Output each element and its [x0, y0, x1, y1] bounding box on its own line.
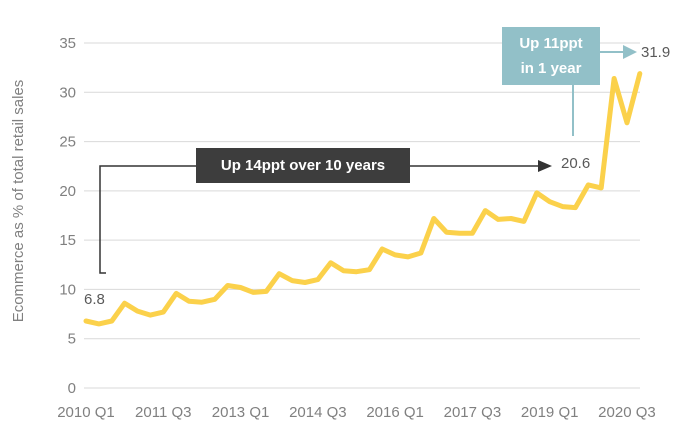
x-tick-label: 2013 Q1 [212, 404, 270, 421]
x-tick-label: 2019 Q1 [521, 404, 579, 421]
x-tick-label: 2011 Q3 [135, 404, 191, 421]
y-tick-label: 0 [68, 380, 76, 397]
mid-value-label: 20.6 [561, 155, 591, 172]
y-tick-label: 35 [59, 35, 76, 52]
x-tick-label: 2014 Q3 [289, 404, 347, 421]
y-tick-label: 15 [59, 232, 76, 249]
one-year-arrowhead-icon [623, 45, 637, 59]
x-tick-label: 2020 Q3 [598, 404, 656, 421]
y-axis-tick-labels: 0 5 10 15 20 25 30 35 [59, 35, 76, 397]
start-value-label: 6.8 [84, 291, 105, 308]
one-year-callout-line2: in 1 year [520, 60, 582, 77]
y-axis-title: Ecommerce as % of total retail sales [10, 79, 27, 323]
x-tick-label: 2016 Q1 [366, 404, 424, 421]
one-year-callout-line1: Up 11ppt [519, 35, 583, 52]
gridlines [84, 42, 640, 389]
y-tick-label: 5 [68, 331, 76, 348]
y-tick-label: 20 [59, 183, 76, 200]
y-tick-label: 25 [59, 134, 76, 151]
ten-year-connector-line [99, 165, 196, 274]
y-tick-label: 30 [59, 84, 76, 101]
x-axis-tick-labels: 2010 Q1 2011 Q3 2013 Q1 2014 Q3 2016 Q1 2017 … [57, 404, 656, 421]
x-tick-label: 2010 Q1 [57, 404, 115, 421]
ten-year-arrowhead-icon [538, 160, 552, 172]
x-tick-label: 2017 Q3 [444, 404, 502, 421]
y-tick-label: 10 [59, 281, 76, 298]
end-value-label: 31.9 [641, 44, 671, 61]
ecommerce-series-line [83, 71, 643, 327]
ten-year-callout: Up 14ppt over 10 years [196, 148, 410, 183]
one-year-callout: Up 11ppt in 1 year [502, 27, 600, 85]
